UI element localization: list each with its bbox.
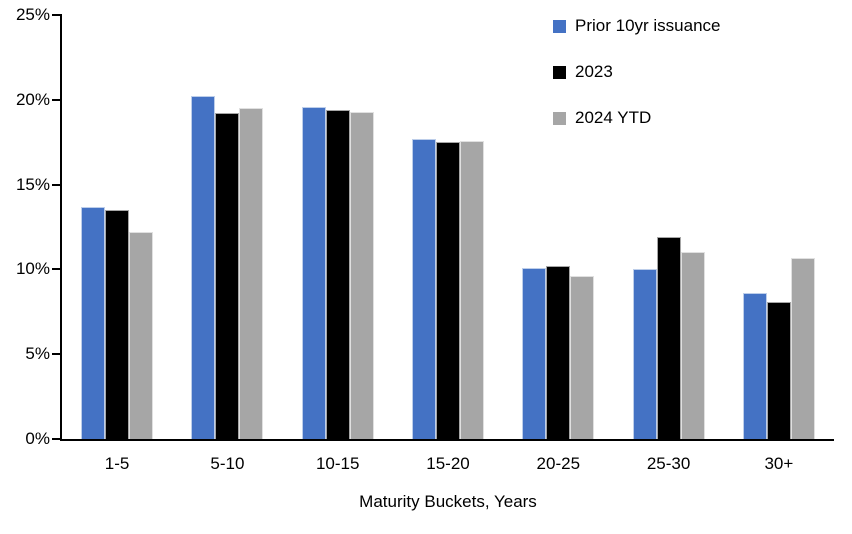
legend-item: Prior 10yr issuance	[553, 16, 721, 36]
legend-swatch-icon	[553, 111, 566, 125]
y-tick-label: 0%	[25, 429, 50, 448]
bar	[105, 210, 130, 439]
x-tick-label: 30+	[764, 454, 794, 473]
x-tick-label: 10-15	[315, 454, 360, 473]
legend-swatch-icon	[553, 19, 566, 33]
bar	[790, 257, 815, 439]
legend-label: Prior 10yr issuance	[575, 16, 721, 35]
bar	[301, 106, 326, 439]
plot-area	[62, 15, 834, 439]
bar	[191, 96, 216, 439]
bar	[81, 206, 106, 439]
bar	[215, 113, 240, 439]
bar	[570, 276, 595, 439]
legend-label: 2023	[575, 62, 613, 81]
y-tick-label: 25%	[15, 5, 50, 24]
bar	[656, 237, 681, 439]
y-tick-mark	[52, 183, 60, 186]
y-axis-line	[60, 14, 62, 441]
legend-swatch-icon	[553, 65, 566, 79]
bar	[546, 266, 571, 439]
x-tick-label: 25-30	[646, 454, 691, 473]
bar	[239, 108, 264, 439]
bar	[349, 111, 374, 439]
bar	[680, 252, 705, 439]
x-tick-label: 5-10	[210, 454, 245, 473]
y-tick-mark	[52, 353, 60, 356]
bar	[460, 140, 484, 439]
y-tick-label: 15%	[15, 174, 50, 194]
bar	[742, 293, 767, 439]
y-tick-label: 10%	[15, 259, 50, 279]
y-tick-label: 5%	[25, 344, 50, 364]
x-axis-line	[60, 439, 834, 441]
y-tick-mark	[52, 98, 60, 101]
x-axis-title: Maturity Buckets, Years	[359, 492, 537, 511]
y-tick-label: 20%	[15, 89, 50, 109]
legend-item: 2023	[553, 62, 721, 82]
bar	[412, 138, 436, 439]
y-tick-mark	[52, 438, 60, 440]
y-tick-mark	[52, 268, 60, 271]
bar	[436, 142, 460, 439]
bar	[522, 267, 547, 439]
bar	[325, 110, 350, 439]
bar	[129, 232, 154, 439]
y-tick-mark	[52, 14, 60, 16]
legend-label: 2024 YTD	[575, 108, 652, 127]
bar	[632, 269, 657, 439]
legend: Prior 10yr issuance 2023 2024 YTD	[553, 16, 721, 154]
legend-item: 2024 YTD	[553, 108, 721, 128]
x-tick-label: 20-25	[536, 454, 581, 473]
x-tick-label: 1-5	[104, 454, 130, 473]
x-tick-label: 15-20	[426, 454, 470, 473]
bar	[766, 301, 791, 439]
